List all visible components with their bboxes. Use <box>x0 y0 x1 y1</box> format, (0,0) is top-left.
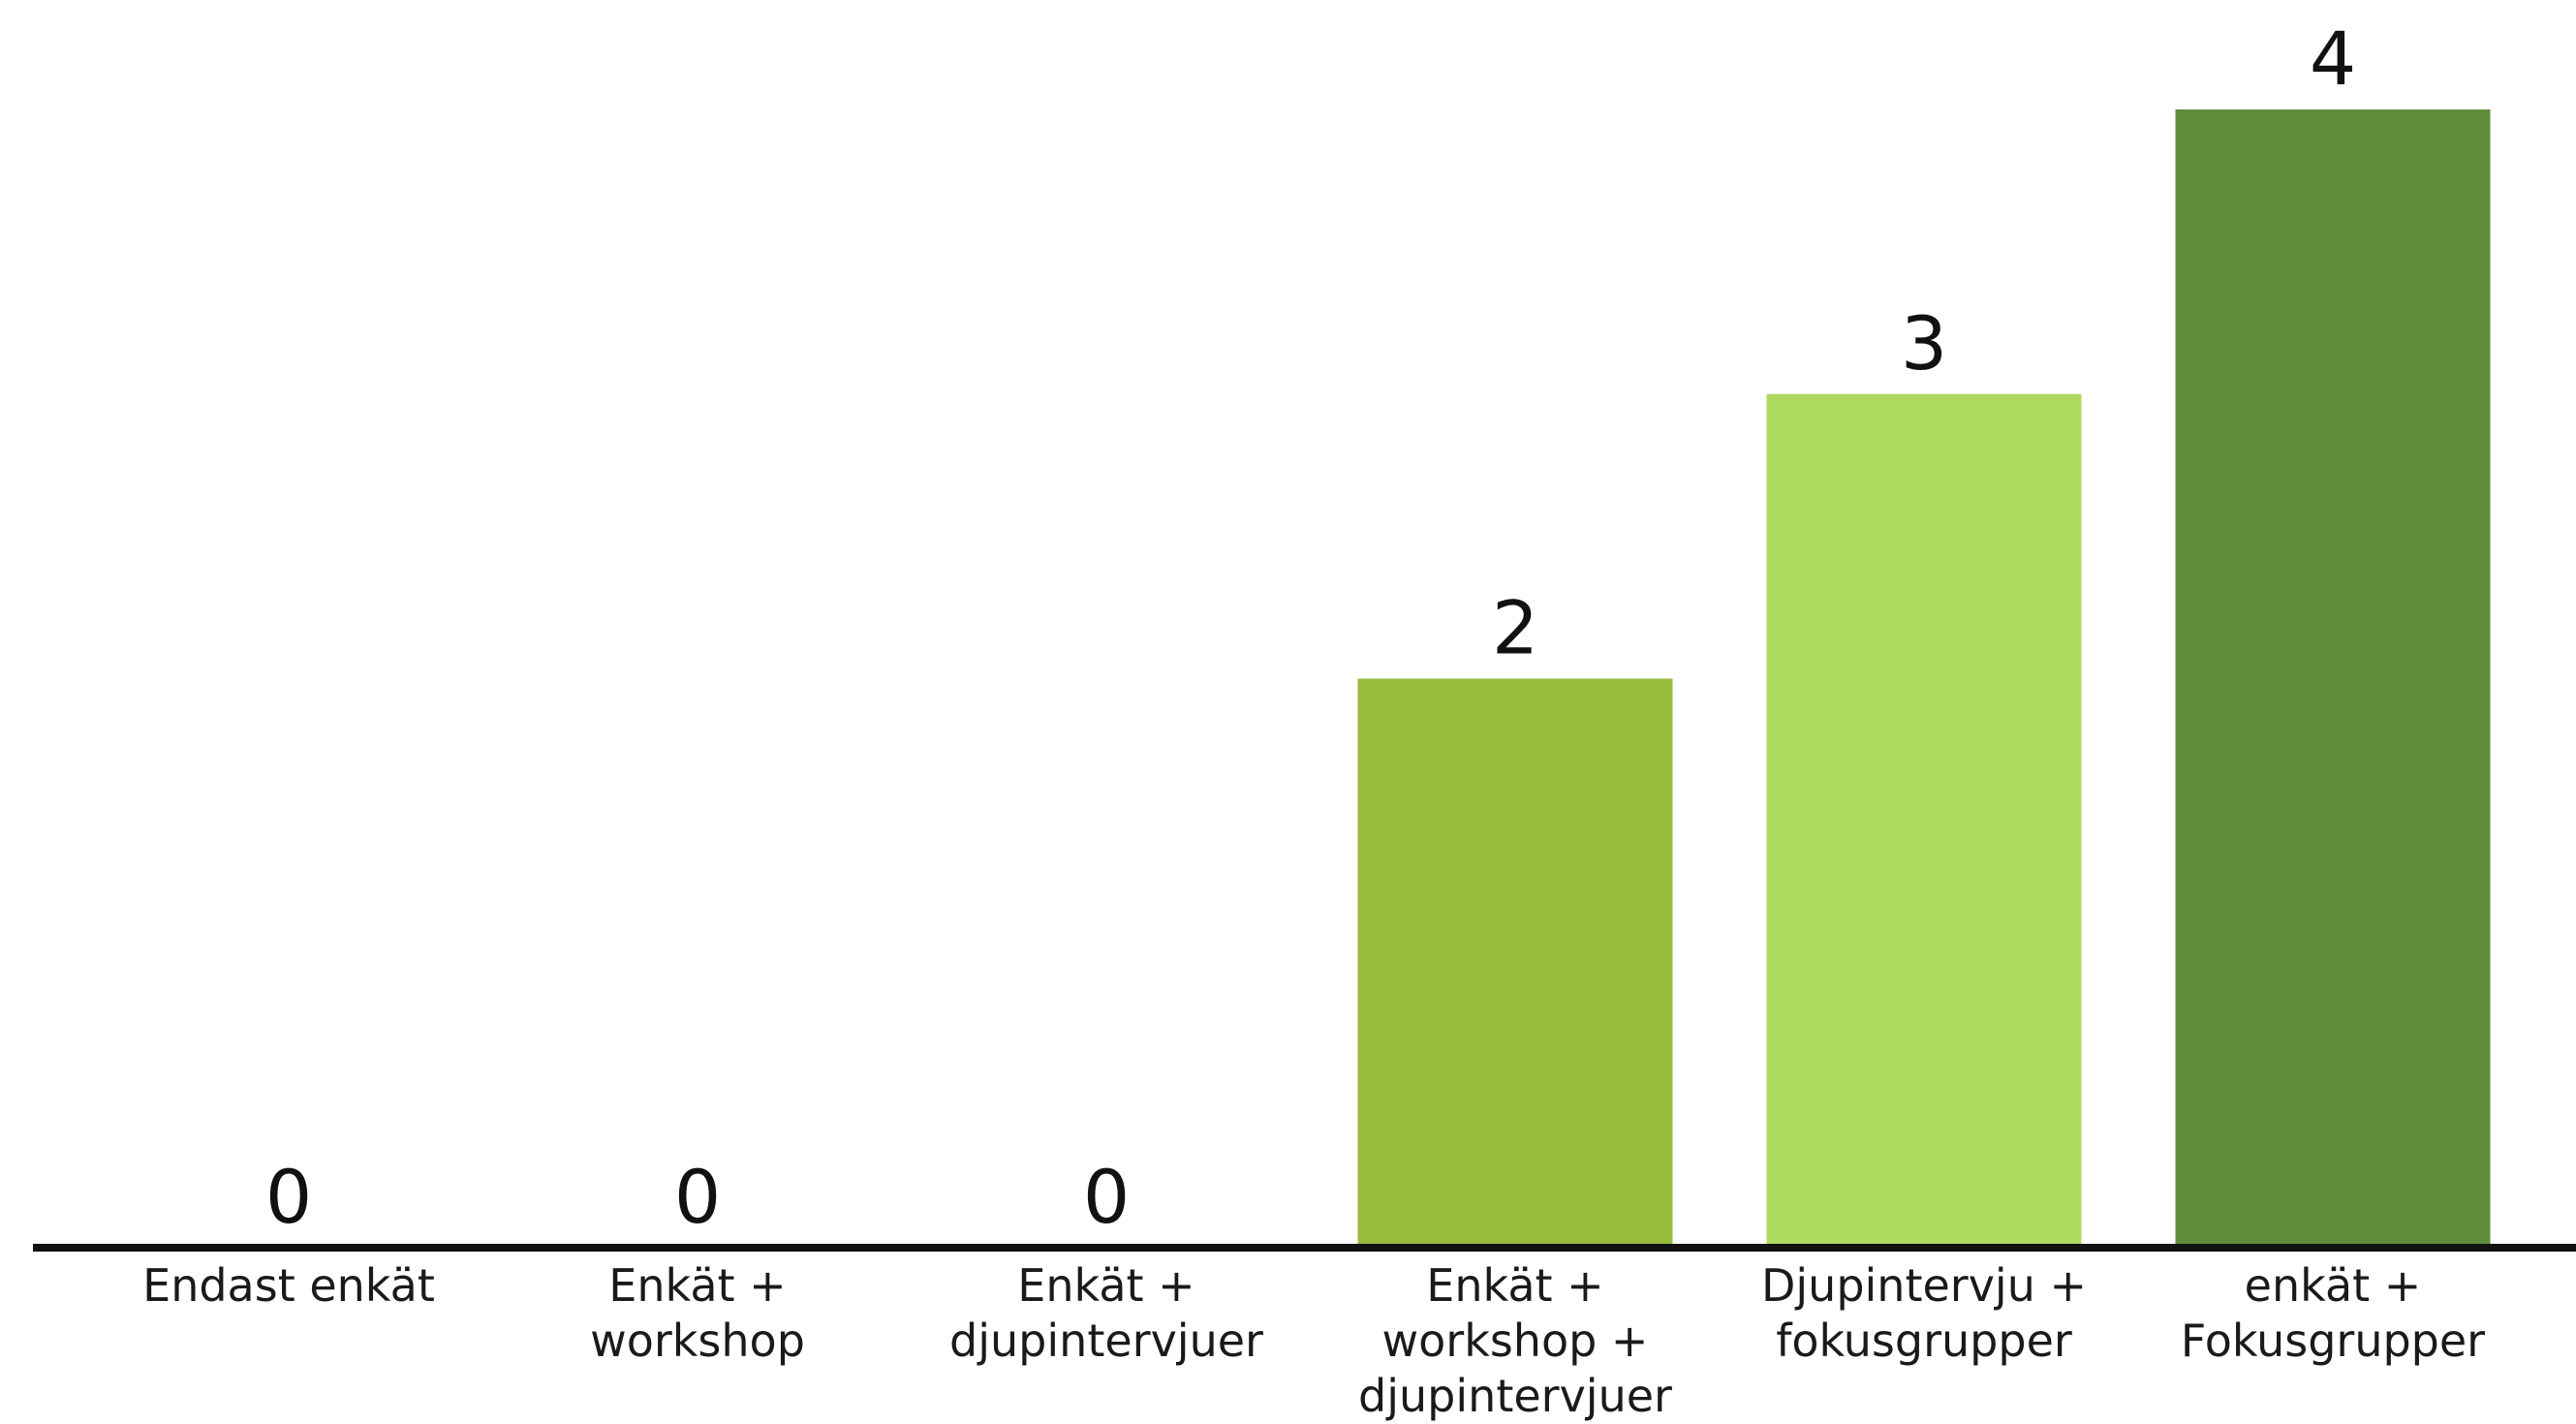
data-label-5: 4 <box>2310 15 2356 102</box>
category-label-line: Djupintervju + <box>1761 1259 2087 1312</box>
category-label-line: Endast enkät <box>142 1259 435 1312</box>
category-label-line: Fokusgrupper <box>2181 1315 2485 1367</box>
category-label-line: fokusgrupper <box>1776 1315 2072 1367</box>
bar-3 <box>1357 678 1673 1248</box>
data-label-4: 3 <box>1901 300 1947 387</box>
data-labels-group: 0 0 0 2 3 4 <box>265 15 2356 1240</box>
category-label-line: enkät + <box>2245 1259 2422 1312</box>
category-label-line: Enkät + <box>1017 1259 1195 1312</box>
bar-5 <box>2175 109 2491 1248</box>
bar-4 <box>1766 393 2082 1248</box>
category-label-3: Enkät + workshop + djupintervjuer <box>1358 1259 1672 1422</box>
category-label-5: enkät + Fokusgrupper <box>2181 1259 2485 1367</box>
category-label-4: Djupintervju + fokusgrupper <box>1761 1259 2087 1367</box>
bars-group <box>1357 109 2491 1248</box>
category-label-line: Enkät + <box>608 1259 786 1312</box>
category-label-line: workshop + <box>1382 1315 1649 1367</box>
category-label-1: Enkät + workshop <box>590 1259 805 1367</box>
category-label-2: Enkät + djupintervjuer <box>949 1259 1263 1367</box>
category-label-line: workshop <box>590 1315 805 1367</box>
category-label-line: djupintervjuer <box>949 1315 1263 1367</box>
category-label-0: Endast enkät <box>142 1259 435 1312</box>
data-label-1: 0 <box>674 1154 721 1240</box>
data-label-0: 0 <box>265 1154 312 1240</box>
data-label-2: 0 <box>1083 1154 1130 1240</box>
category-label-line: Enkät + <box>1426 1259 1603 1312</box>
category-label-line: djupintervjuer <box>1358 1370 1672 1422</box>
data-label-3: 2 <box>1492 585 1538 671</box>
